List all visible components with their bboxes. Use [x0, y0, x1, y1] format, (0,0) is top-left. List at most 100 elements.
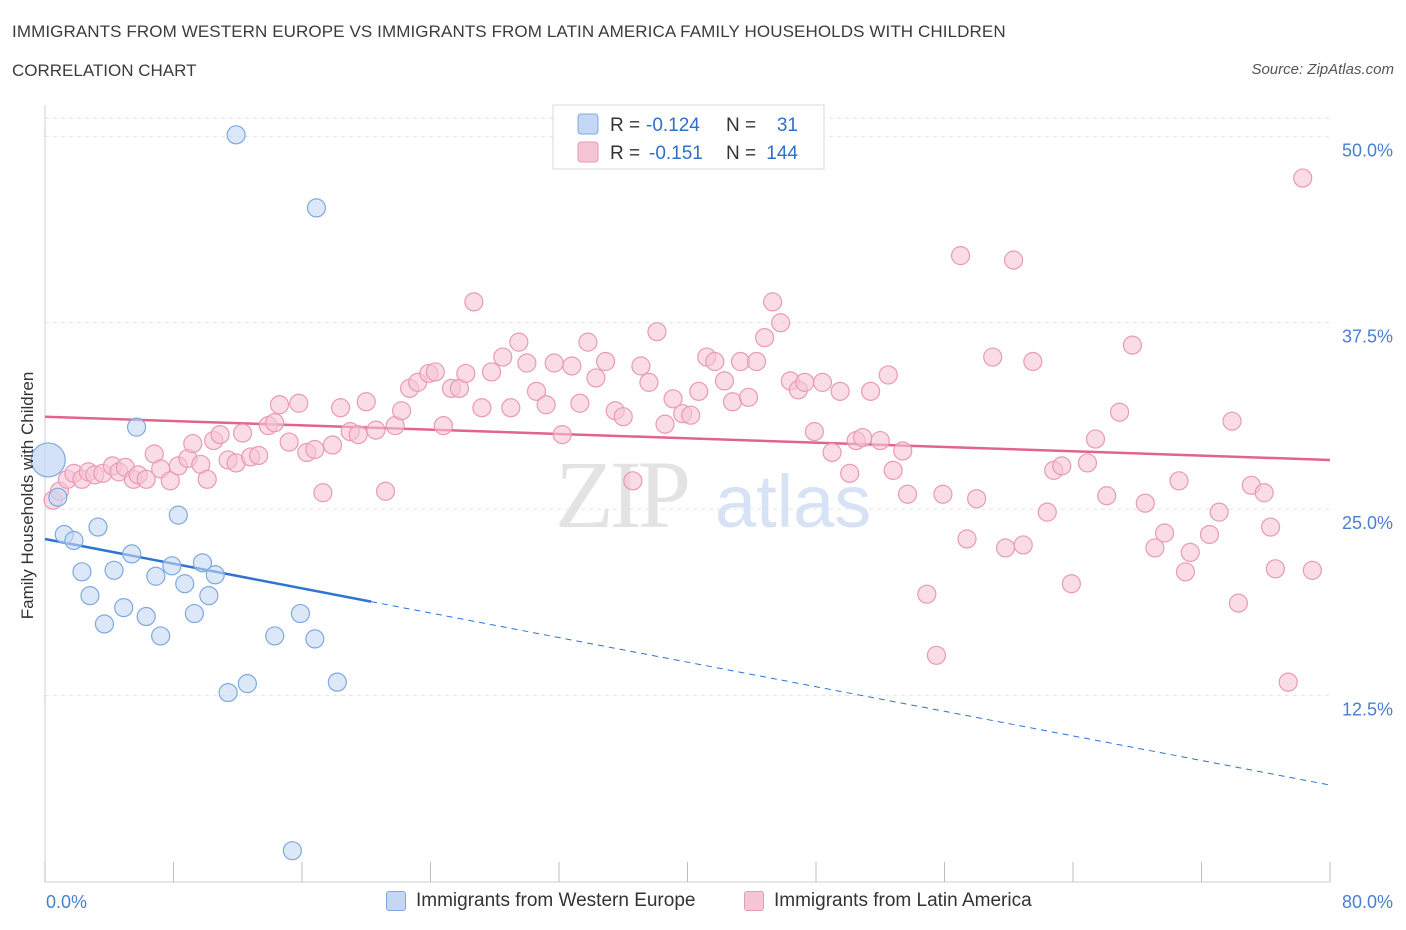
- data-point-latin-america: [763, 292, 783, 312]
- data-point-latin-america: [481, 362, 502, 382]
- data-point-western-europe: [104, 560, 124, 580]
- data-point-latin-america: [1097, 486, 1117, 506]
- y-tick-label: 12.5%: [1342, 700, 1393, 720]
- data-point-latin-america: [501, 398, 521, 418]
- data-point-latin-america: [289, 393, 309, 413]
- data-point-latin-america: [897, 484, 918, 504]
- data-point-latin-america: [1199, 524, 1220, 545]
- data-point-latin-america: [472, 398, 492, 418]
- data-point-western-europe: [282, 841, 302, 861]
- data-point-latin-america: [1135, 493, 1155, 513]
- stats-n-value: 144: [766, 143, 798, 164]
- legend-label-western-europe: Immigrants from Western Europe: [416, 890, 696, 911]
- data-point-latin-america: [536, 395, 556, 415]
- data-point-western-europe: [136, 606, 156, 627]
- data-point-latin-america: [232, 423, 253, 443]
- data-point-latin-america: [1222, 411, 1242, 431]
- data-point-western-europe: [88, 517, 108, 537]
- data-point-latin-america: [893, 441, 913, 461]
- data-point-latin-america: [313, 483, 333, 503]
- data-point-latin-america: [926, 645, 947, 665]
- y-tick-label: 50.0%: [1342, 140, 1393, 160]
- data-point-latin-america: [1037, 502, 1057, 522]
- stats-r-value: -0.151: [649, 143, 703, 164]
- data-point-latin-america: [1122, 335, 1143, 355]
- data-point-western-europe: [122, 544, 142, 564]
- data-point-latin-america: [160, 471, 180, 491]
- source-credit: Source: ZipAtlas.com: [1251, 61, 1394, 78]
- stats-swatch-blue: [577, 113, 599, 135]
- data-point-latin-america: [348, 424, 368, 445]
- data-point-latin-america: [279, 432, 299, 452]
- data-point-latin-america: [197, 469, 217, 489]
- data-point-latin-america: [1180, 542, 1200, 563]
- data-point-western-europe: [305, 629, 325, 649]
- data-point-latin-america: [957, 529, 977, 549]
- data-point-latin-america: [249, 445, 269, 466]
- data-point-latin-america: [1278, 672, 1298, 692]
- data-point-latin-america: [552, 424, 572, 445]
- data-point-latin-america: [883, 460, 903, 480]
- data-point-latin-america: [586, 368, 606, 388]
- bottom-legend: Immigrants from Western Europe Immigrant…: [0, 888, 1406, 916]
- data-point-latin-america: [681, 405, 701, 425]
- data-point-latin-america: [705, 351, 725, 372]
- data-point-western-europe: [72, 562, 92, 582]
- data-point-latin-america: [425, 362, 445, 382]
- data-point-latin-america: [1293, 168, 1313, 188]
- watermark-zip: ZIP: [555, 441, 688, 548]
- data-point-latin-america: [613, 407, 633, 427]
- data-point-latin-america: [1175, 562, 1196, 582]
- data-point-latin-america: [1023, 351, 1043, 372]
- data-point-latin-america: [183, 433, 203, 454]
- data-point-western-europe: [226, 125, 246, 145]
- legend-item-western-europe: Immigrants from Western Europe: [386, 890, 695, 912]
- data-point-latin-america: [623, 471, 643, 491]
- data-point-latin-america: [1109, 402, 1130, 422]
- data-point-latin-america: [1265, 559, 1285, 579]
- data-point-latin-america: [493, 347, 513, 367]
- data-point-latin-america: [722, 392, 743, 412]
- data-point-western-europe: [192, 553, 213, 573]
- data-point-latin-america: [933, 484, 953, 504]
- data-point-western-europe: [48, 487, 68, 507]
- data-point-latin-america: [804, 422, 824, 442]
- data-point-latin-america: [663, 389, 683, 409]
- legend-item-latin-america: Immigrants from Latin America: [744, 890, 1032, 912]
- data-point-latin-america: [322, 435, 343, 455]
- data-point-latin-america: [1145, 538, 1165, 558]
- data-point-latin-america: [1077, 453, 1098, 473]
- data-point-latin-america: [456, 363, 476, 384]
- data-point-latin-america: [544, 353, 564, 373]
- stats-r-label: R =: [610, 115, 640, 136]
- data-point-latin-america: [917, 584, 937, 604]
- data-point-western-europe: [64, 530, 84, 551]
- data-point-latin-america: [1169, 471, 1189, 491]
- data-point-latin-america: [595, 351, 616, 372]
- data-point-latin-america: [983, 347, 1003, 367]
- legend-swatch-blue: [386, 891, 406, 911]
- stats-r-value: -0.124: [646, 115, 700, 136]
- axes: [44, 105, 1331, 883]
- data-point-western-europe: [126, 417, 147, 437]
- data-point-latin-america: [795, 372, 815, 392]
- data-point-latin-america: [464, 292, 484, 312]
- data-point-latin-america: [822, 442, 842, 463]
- data-point-latin-america: [738, 387, 759, 407]
- stats-r-label: R =: [610, 143, 640, 164]
- data-point-latin-america: [967, 489, 987, 509]
- data-point-latin-america: [689, 381, 709, 401]
- x-tick-label: 80.0%: [1342, 892, 1393, 912]
- data-point-latin-america: [1228, 593, 1249, 613]
- data-point-latin-america: [356, 392, 376, 412]
- data-point-western-europe: [265, 626, 285, 646]
- legend-label-latin-america: Immigrants from Latin America: [774, 890, 1032, 911]
- data-point-latin-america: [730, 351, 751, 372]
- data-point-latin-america: [562, 356, 582, 376]
- data-point-latin-america: [950, 246, 971, 266]
- chart-subtitle: CORRELATION CHART: [12, 61, 197, 80]
- data-point-western-europe: [30, 442, 66, 478]
- data-point-western-europe: [199, 586, 219, 606]
- data-point-latin-america: [1209, 502, 1229, 522]
